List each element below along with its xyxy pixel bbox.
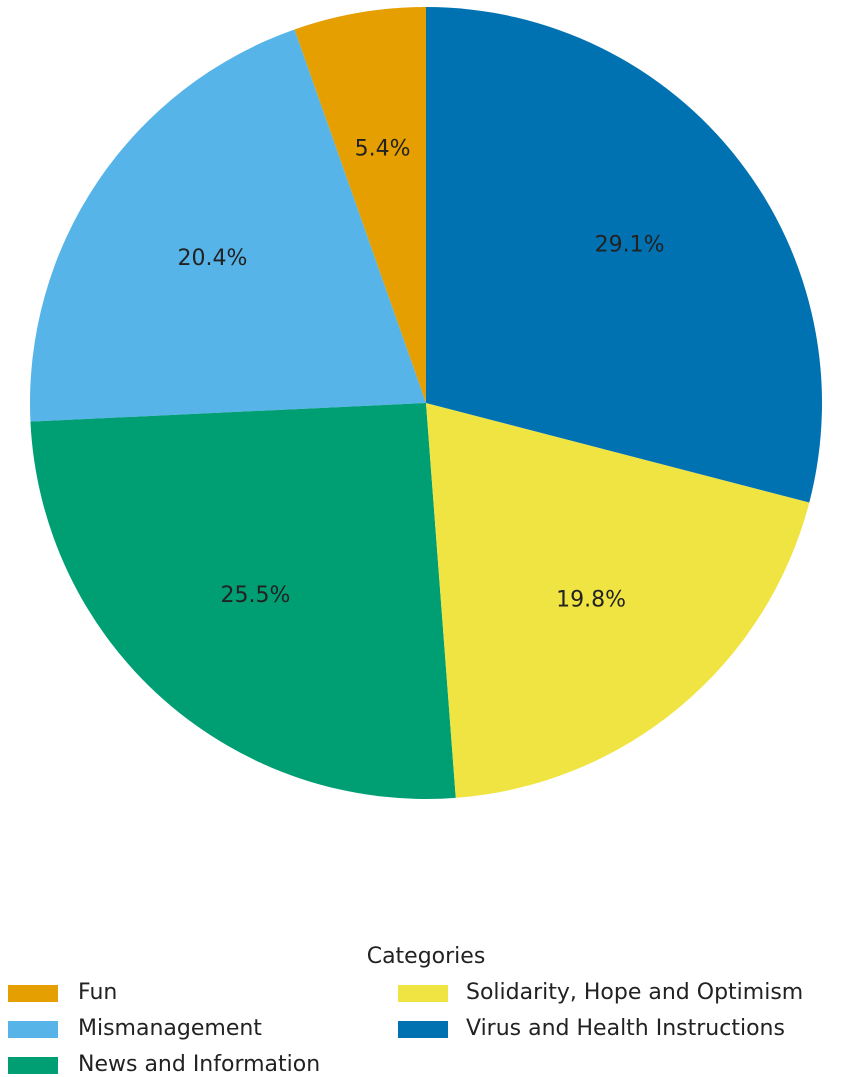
slice-label: 29.1% (595, 233, 665, 258)
pie-slice (294, 7, 426, 403)
legend-label: Solidarity, Hope and Optimism (466, 980, 803, 1005)
legend-swatch (398, 985, 448, 1002)
pie-slice (426, 7, 822, 503)
slice-label: 25.5% (221, 583, 291, 608)
legend-swatch (8, 1057, 58, 1074)
slice-label: 19.8% (556, 588, 626, 613)
legend-swatch (398, 1021, 448, 1038)
legend-label: Virus and Health Instructions (466, 1016, 785, 1041)
legend-label: Mismanagement (78, 1016, 262, 1041)
pie-slice (30, 29, 427, 422)
slice-label: 20.4% (178, 246, 248, 271)
legend-label: Fun (78, 980, 117, 1005)
legend-swatch (8, 985, 58, 1002)
slice-label: 5.4% (355, 136, 411, 161)
pie-slice (426, 403, 810, 798)
legend-label: News and Information (78, 1052, 320, 1077)
legend-swatch (8, 1021, 58, 1038)
pie-slice (30, 403, 456, 799)
legend-title: Categories (367, 944, 486, 969)
